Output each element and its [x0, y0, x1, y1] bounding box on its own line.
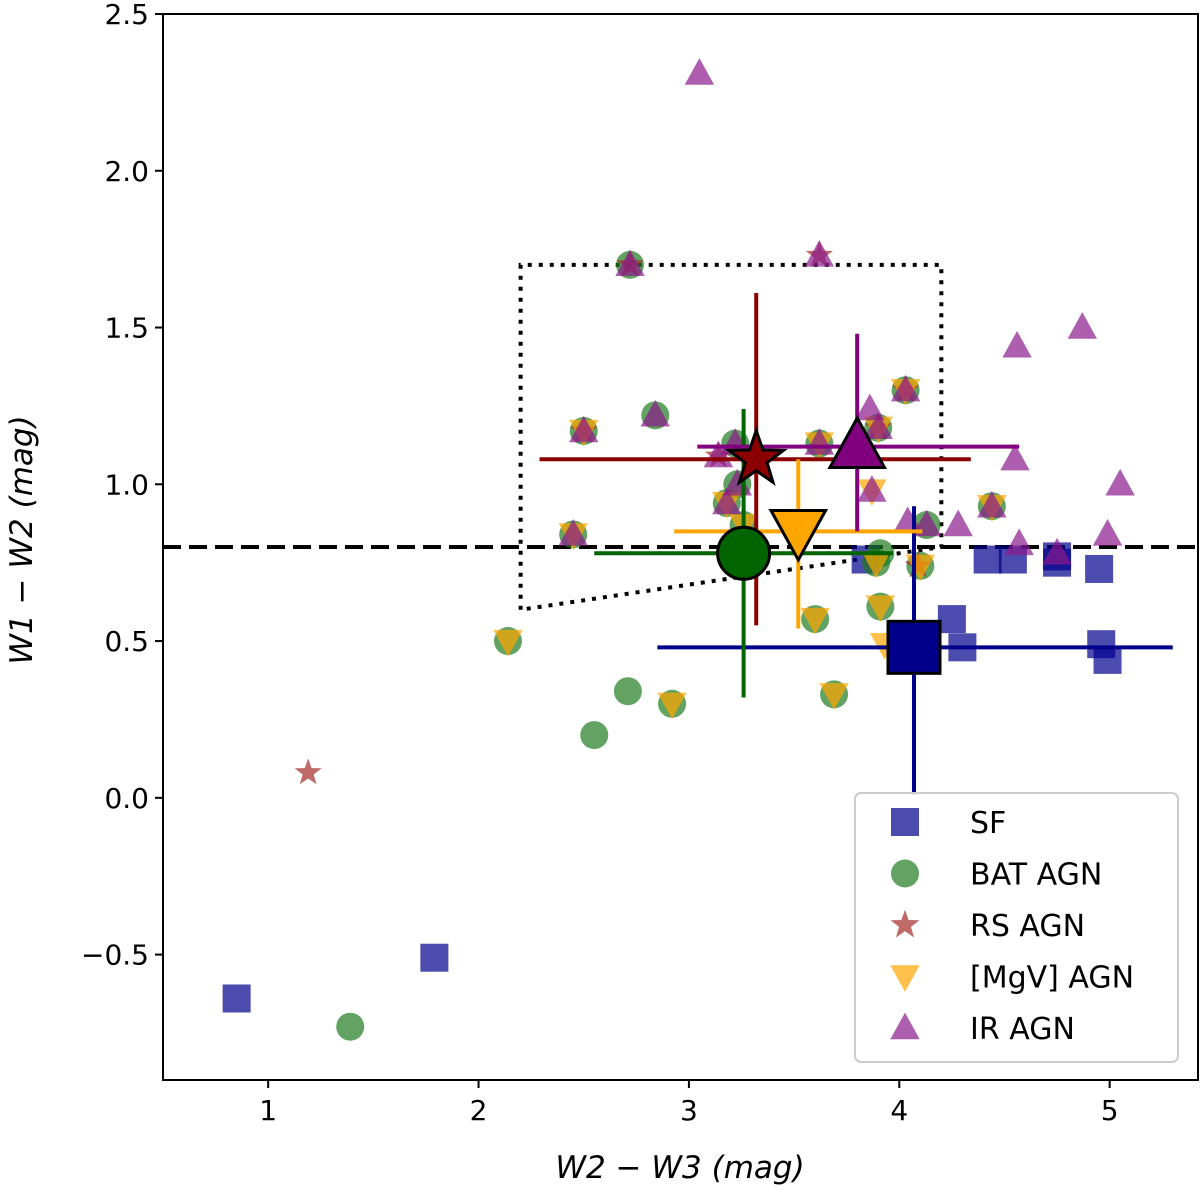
- legend-label: [MgV] AGN: [970, 961, 1134, 996]
- x-tick-label: 3: [680, 1094, 698, 1127]
- data-point: [943, 509, 973, 537]
- mean-marker: [716, 525, 772, 581]
- dotted-wedge-line: [518, 262, 944, 612]
- data-point: [855, 393, 885, 421]
- data-point: [863, 412, 893, 440]
- data-point: [861, 551, 891, 579]
- data-point: [1067, 312, 1097, 339]
- data-point: [1105, 468, 1135, 496]
- data-point: [684, 58, 715, 85]
- data-point: [294, 758, 322, 785]
- y-tick-label: 0.5: [104, 625, 149, 658]
- legend-label: RS AGN: [970, 909, 1085, 944]
- data-point: [712, 487, 742, 515]
- y-tick-label: 1.5: [104, 312, 149, 345]
- x-tick-label: 2: [470, 1094, 488, 1127]
- x-tick-label: 1: [259, 1094, 277, 1127]
- data-point: [222, 984, 251, 1013]
- data-point: [1092, 519, 1123, 546]
- legend: SF BAT AGN RS AGN [MgV] AGN IR AGN: [854, 792, 1179, 1063]
- x-tick-label: 4: [890, 1094, 908, 1127]
- legend-label: IR AGN: [970, 1012, 1075, 1047]
- mean-marker: [827, 414, 888, 469]
- y-axis-label: W1 − W2 (mag): [4, 415, 40, 664]
- legend-marker: [891, 808, 919, 836]
- data-point: [640, 399, 670, 427]
- data-point: [800, 607, 830, 635]
- legend-marker: [890, 909, 920, 938]
- data-point: [615, 249, 645, 277]
- y-tick-label: 0.0: [104, 782, 149, 815]
- legend-marker: [890, 1012, 920, 1040]
- data-point: [819, 683, 849, 710]
- data-point: [890, 374, 921, 402]
- data-point: [1002, 330, 1032, 358]
- plot-frame: [162, 13, 1199, 1081]
- data-point: [1042, 537, 1072, 565]
- data-point: [657, 692, 687, 720]
- legend-frame: [854, 792, 1179, 1063]
- data-point: [977, 490, 1007, 518]
- mean-marker: [724, 426, 788, 486]
- data-point: [420, 943, 449, 972]
- y-tick-label: −0.5: [81, 939, 149, 972]
- data-point: [613, 677, 642, 706]
- data-point: [857, 475, 887, 502]
- series-ir-agn: [558, 58, 1135, 565]
- data-point: [865, 595, 896, 622]
- data-point: [1093, 645, 1122, 674]
- data-point: [804, 240, 835, 267]
- data-point: [973, 545, 1002, 574]
- mean-marker: [886, 619, 942, 675]
- data-point: [1000, 443, 1030, 471]
- y-tick-label: 2.5: [104, 0, 149, 31]
- y-tick-label: 2.0: [104, 155, 149, 188]
- legend-label: SF: [970, 806, 1006, 841]
- legend-marker: [891, 859, 919, 888]
- data-point: [336, 1012, 365, 1041]
- mean-marker: [768, 509, 829, 564]
- data-point: [937, 605, 966, 634]
- data-point: [569, 415, 599, 443]
- data-point: [1085, 554, 1114, 583]
- y-tick-label: 1.0: [104, 468, 149, 501]
- data-point: [558, 519, 588, 546]
- data-point: [580, 721, 609, 750]
- x-axis-label: W2 − W3 (mag): [555, 1150, 804, 1186]
- data-point: [1004, 528, 1034, 556]
- legend-marker: [890, 965, 920, 992]
- data-point: [493, 629, 523, 657]
- legend-label: BAT AGN: [970, 858, 1102, 893]
- x-tick-label: 5: [1101, 1094, 1119, 1127]
